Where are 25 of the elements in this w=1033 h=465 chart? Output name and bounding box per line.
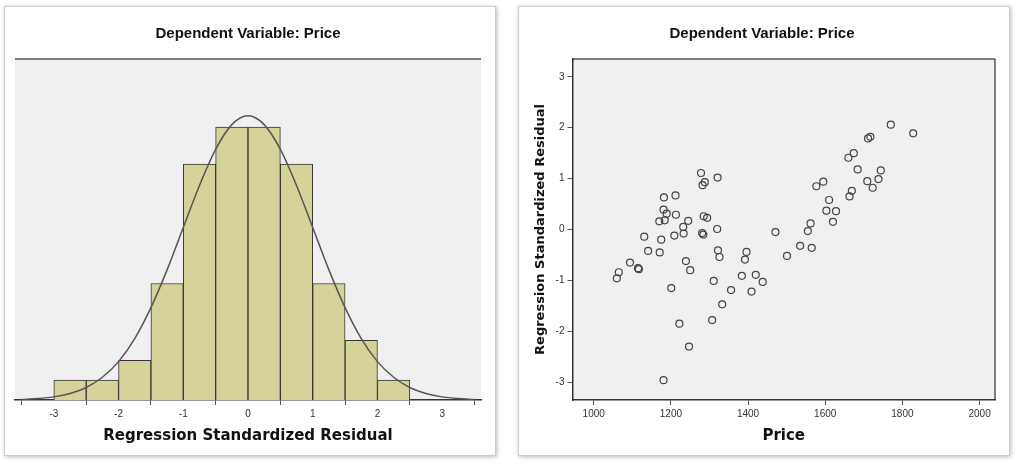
x-tick-label: 0 xyxy=(245,407,252,419)
chart-title: Dependent Variable: Price xyxy=(155,24,341,42)
y-tick-label: -2 xyxy=(555,325,565,337)
x-tick-label: 1 xyxy=(309,407,316,419)
chart-title: Dependent Variable: Price xyxy=(669,24,855,42)
x-tick-label: -1 xyxy=(178,407,189,419)
x-tick-label: 2 xyxy=(374,407,381,419)
x-tick-label: 3 xyxy=(439,407,446,419)
x-tick-label: 2000 xyxy=(968,407,992,419)
x-tick-label: 1400 xyxy=(736,407,760,419)
x-tick-label: 1600 xyxy=(814,407,837,419)
x-tick-label: -3 xyxy=(49,407,59,419)
x-axis-title: Regression Standardized Residual xyxy=(103,425,393,444)
y-tick-label: 2 xyxy=(558,121,565,133)
x-tick-label: -2 xyxy=(114,407,124,419)
y-tick-label: 1 xyxy=(558,172,565,184)
y-tick-label: -1 xyxy=(555,274,565,286)
y-tick-label: 3 xyxy=(558,70,565,82)
x-tick-label: 1800 xyxy=(891,407,914,419)
x-axis-title: Price xyxy=(762,425,806,444)
y-axis-title: Regression Standardized Residual xyxy=(532,104,548,355)
x-tick-label: 1000 xyxy=(582,407,606,419)
y-tick-label: 0 xyxy=(558,223,565,235)
x-tick-label: 1200 xyxy=(659,407,683,419)
y-tick-label: -3 xyxy=(555,375,565,387)
